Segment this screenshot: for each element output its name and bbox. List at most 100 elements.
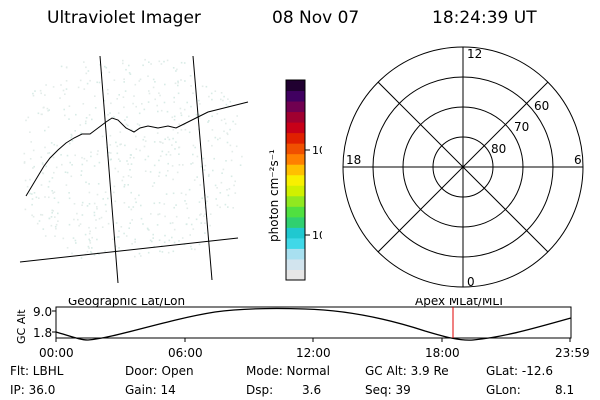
speckle — [163, 60, 165, 63]
speckle — [50, 142, 53, 144]
speckle — [85, 66, 87, 69]
speckle — [216, 204, 219, 207]
speckle — [232, 120, 234, 123]
speckle — [86, 159, 88, 162]
colorbar-label: photon cm⁻²s⁻¹ — [267, 149, 281, 242]
speckle — [118, 236, 120, 238]
speckle — [222, 99, 224, 102]
speckle — [153, 245, 155, 248]
speckle — [96, 208, 98, 210]
speckle — [150, 213, 152, 215]
speckle — [200, 222, 203, 224]
speckle — [108, 151, 110, 154]
speckle — [125, 235, 128, 237]
speckle — [123, 185, 126, 188]
door-label: Door: Open — [125, 364, 194, 378]
colorbar-outline — [285, 79, 306, 281]
speckle — [131, 219, 133, 221]
speckle — [123, 106, 125, 109]
speckle — [183, 62, 186, 64]
speckle — [223, 95, 225, 98]
speckle — [64, 114, 66, 117]
speckle — [81, 163, 84, 166]
speckle — [116, 236, 119, 238]
speckle — [124, 90, 127, 92]
speckle — [105, 210, 107, 213]
speckle — [162, 142, 164, 144]
speckle — [89, 79, 91, 82]
speckle — [44, 94, 46, 96]
speckle — [35, 196, 38, 199]
speckle — [164, 215, 166, 218]
speckle — [116, 98, 118, 100]
speckle — [71, 135, 73, 137]
speckle — [40, 213, 42, 216]
speckle — [91, 247, 93, 249]
speckle — [59, 97, 61, 99]
speckle — [57, 220, 59, 222]
polar-label-18: 18 — [346, 153, 361, 167]
speckle — [169, 222, 172, 225]
colorbar-tick-100: 100 — [312, 144, 322, 157]
speckle — [232, 207, 234, 209]
speckle — [134, 197, 137, 200]
altitude-tick-9: 9.0 — [33, 305, 52, 319]
speckle — [128, 64, 130, 67]
speckle — [85, 117, 88, 119]
speckle — [158, 159, 160, 162]
speckle — [229, 144, 232, 147]
speckle — [23, 162, 26, 164]
speckle — [157, 213, 159, 216]
speckle — [148, 92, 151, 95]
speckle — [147, 251, 150, 254]
speckle — [114, 236, 116, 239]
speckle — [85, 72, 88, 75]
speckle — [219, 206, 221, 209]
speckle — [190, 105, 192, 108]
speckle — [107, 113, 109, 116]
speckle — [196, 155, 199, 158]
speckle — [51, 212, 53, 214]
speckle — [190, 223, 193, 226]
speckle — [110, 152, 112, 154]
x-tick-0600: 06:00 — [168, 346, 203, 360]
longitude-line — [192, 55, 213, 281]
speckle — [200, 213, 202, 215]
speckle — [113, 79, 116, 81]
speckle — [124, 119, 126, 121]
colorbar-swatch — [286, 216, 305, 228]
speckle — [150, 63, 152, 65]
speckle — [79, 124, 82, 126]
speckle — [40, 113, 43, 116]
speckle — [144, 170, 147, 172]
speckle — [68, 223, 71, 226]
speckle — [33, 165, 35, 168]
dsp-value: 3.6 — [302, 383, 322, 397]
speckle — [180, 79, 182, 81]
speckle — [88, 183, 90, 185]
speckle — [40, 156, 43, 158]
speckle — [212, 169, 214, 172]
speckle — [175, 141, 177, 143]
speckle — [153, 141, 156, 143]
speckle — [89, 230, 91, 233]
speckle — [81, 156, 83, 159]
speckle — [68, 192, 70, 194]
speckle — [138, 124, 141, 126]
speckle — [227, 206, 229, 208]
altitude-plot: Geographic Lat/Lon Apex MLat/MLT GC Alt … — [15, 298, 590, 360]
speckle — [169, 154, 172, 156]
speckle — [231, 150, 234, 153]
speckle — [65, 80, 68, 82]
speckle — [93, 254, 96, 256]
speckle — [147, 75, 149, 77]
speckle — [211, 115, 213, 118]
speckle — [152, 237, 154, 239]
filter-label: Flt: LBHL — [10, 364, 64, 378]
speckle — [132, 102, 134, 105]
speckle — [127, 124, 129, 127]
speckle — [173, 96, 175, 99]
speckle — [206, 196, 209, 198]
speckle — [71, 139, 74, 142]
speckle — [54, 235, 56, 237]
